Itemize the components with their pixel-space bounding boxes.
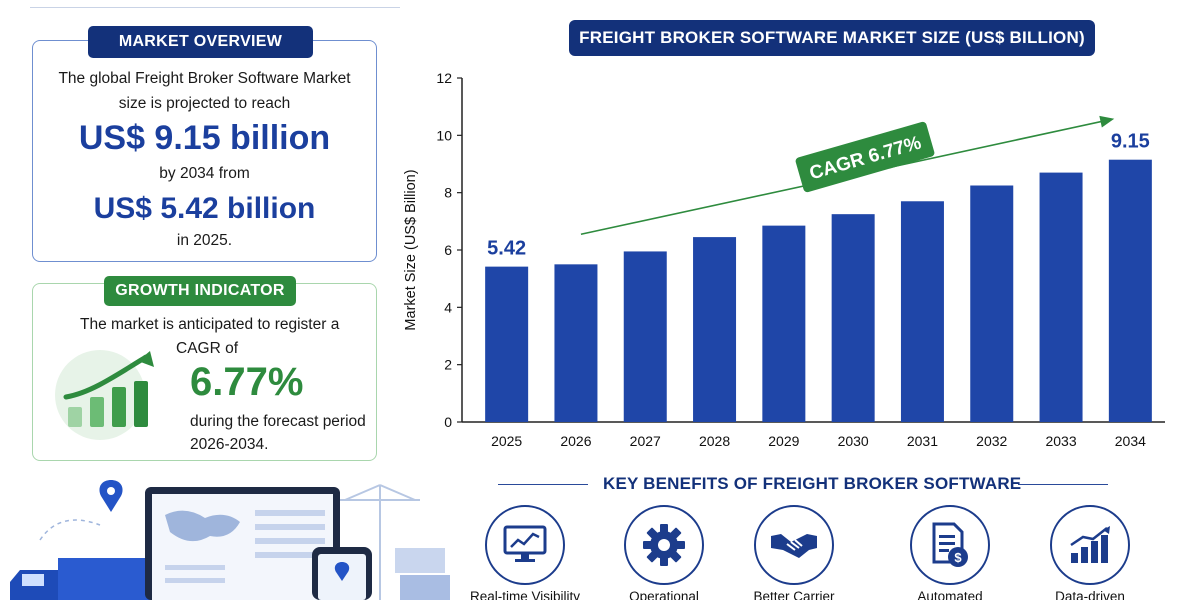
- bar-2025: [485, 266, 529, 422]
- x-tick-label: 2034: [1115, 433, 1146, 449]
- x-tick-label: 2026: [560, 433, 591, 449]
- benefit-label: Automated: [917, 589, 983, 600]
- x-tick-label: 2032: [976, 433, 1007, 449]
- handshake-icon: [754, 505, 834, 585]
- phone-icon: [312, 547, 372, 600]
- data-label-2025: 5.42: [487, 238, 526, 260]
- monitor-chart-icon: [485, 505, 565, 585]
- crane-icon: [340, 484, 420, 600]
- overview-line-4: in 2025.: [176, 232, 233, 249]
- bar-2032: [970, 185, 1014, 422]
- location-pin-icon: [99, 480, 123, 512]
- benefit-automated: $ Automated: [885, 505, 1015, 600]
- x-tick-label: 2029: [768, 433, 799, 449]
- top-divider: [30, 7, 400, 8]
- bar-2034: [1108, 159, 1152, 422]
- y-tick-label: 4: [444, 299, 452, 315]
- bar-2026: [554, 264, 598, 422]
- bar-2033: [1039, 172, 1083, 422]
- growth-cagr-value: 6.77%: [190, 360, 304, 404]
- overview-line-3: by 2034 from: [159, 165, 250, 182]
- growth-indicator-badge: GROWTH INDICATOR: [104, 276, 296, 306]
- x-tick-label: 2025: [491, 433, 522, 449]
- containers-icon: [395, 548, 450, 600]
- benefits-rule-right: [1018, 484, 1108, 485]
- y-tick-label: 2: [444, 357, 452, 373]
- x-tick-label: 2031: [907, 433, 938, 449]
- overview-line-1: The global Freight Broker Software Marke…: [58, 70, 351, 87]
- benefit-operational: Operational: [599, 505, 729, 600]
- bar-2027: [623, 251, 667, 422]
- bar-2028: [693, 237, 737, 422]
- y-tick-label: 0: [444, 414, 452, 430]
- y-tick-label: 12: [436, 70, 452, 86]
- benefit-better-carrier: Better Carrier: [729, 505, 859, 600]
- growth-chart-icon: [55, 350, 154, 440]
- y-tick-label: 10: [436, 127, 452, 143]
- x-tick-label: 2027: [630, 433, 661, 449]
- gear-icon: [624, 505, 704, 585]
- bar-growth-icon: [1050, 505, 1130, 585]
- growth-line-1: The market is anticipated to register a: [80, 316, 340, 333]
- market-size-chart: 0 2 4 6 8 10 12 Market Size (US$ Billion) 2025 20…: [403, 70, 1165, 449]
- y-tick-label: 6: [444, 242, 452, 258]
- benefit-label: Better Carrier: [753, 589, 835, 600]
- invoice-dollar-icon: $: [910, 505, 990, 585]
- logistics-illustration: [0, 480, 460, 600]
- overview-value-2025: US$ 5.42 billion: [93, 192, 316, 225]
- bar-2029: [762, 225, 806, 422]
- growth-line-2: CAGR of: [176, 340, 239, 357]
- benefits-rule-left: [498, 484, 588, 485]
- cagr-badge: CAGR 6.77%: [795, 121, 935, 193]
- overview-line-2: size is projected to reach: [118, 95, 291, 112]
- benefits-title: KEY BENEFITS OF FREIGHT BROKER SOFTWARE: [603, 474, 1022, 493]
- y-tick-label: 8: [444, 185, 452, 201]
- growth-line-3: during the forecast period: [190, 413, 366, 430]
- chart-title: FREIGHT BROKER SOFTWARE MARKET SIZE (US$…: [569, 20, 1095, 56]
- market-overview-card: [32, 40, 377, 262]
- growth-line-4: 2026-2034.: [190, 436, 269, 453]
- benefit-data-driven: Data-driven: [1025, 505, 1155, 600]
- x-tick-label: 2030: [838, 433, 869, 449]
- cagr-badge-bg: [795, 121, 935, 193]
- y-axis-label: Market Size (US$ Billion): [403, 169, 419, 330]
- bar-2030: [831, 214, 875, 422]
- cagr-arrow-head: [1099, 115, 1115, 128]
- x-tick-label: 2028: [699, 433, 730, 449]
- data-label-2034: 9.15: [1111, 131, 1150, 153]
- svg-text:$: $: [954, 550, 962, 565]
- benefit-label: Data-driven: [1055, 589, 1125, 600]
- benefit-label: Real-time Visibility: [469, 589, 581, 600]
- overview-value-2034: US$ 9.15 billion: [78, 119, 331, 157]
- x-tick-label: 2033: [1045, 433, 1076, 449]
- benefit-real-time-visibility: Real-time Visibility: [460, 505, 590, 600]
- market-overview-badge: MARKET OVERVIEW: [88, 26, 313, 58]
- benefit-label: Operational: [629, 589, 699, 600]
- bar-2031: [900, 201, 944, 422]
- laptop-icon: [145, 487, 340, 600]
